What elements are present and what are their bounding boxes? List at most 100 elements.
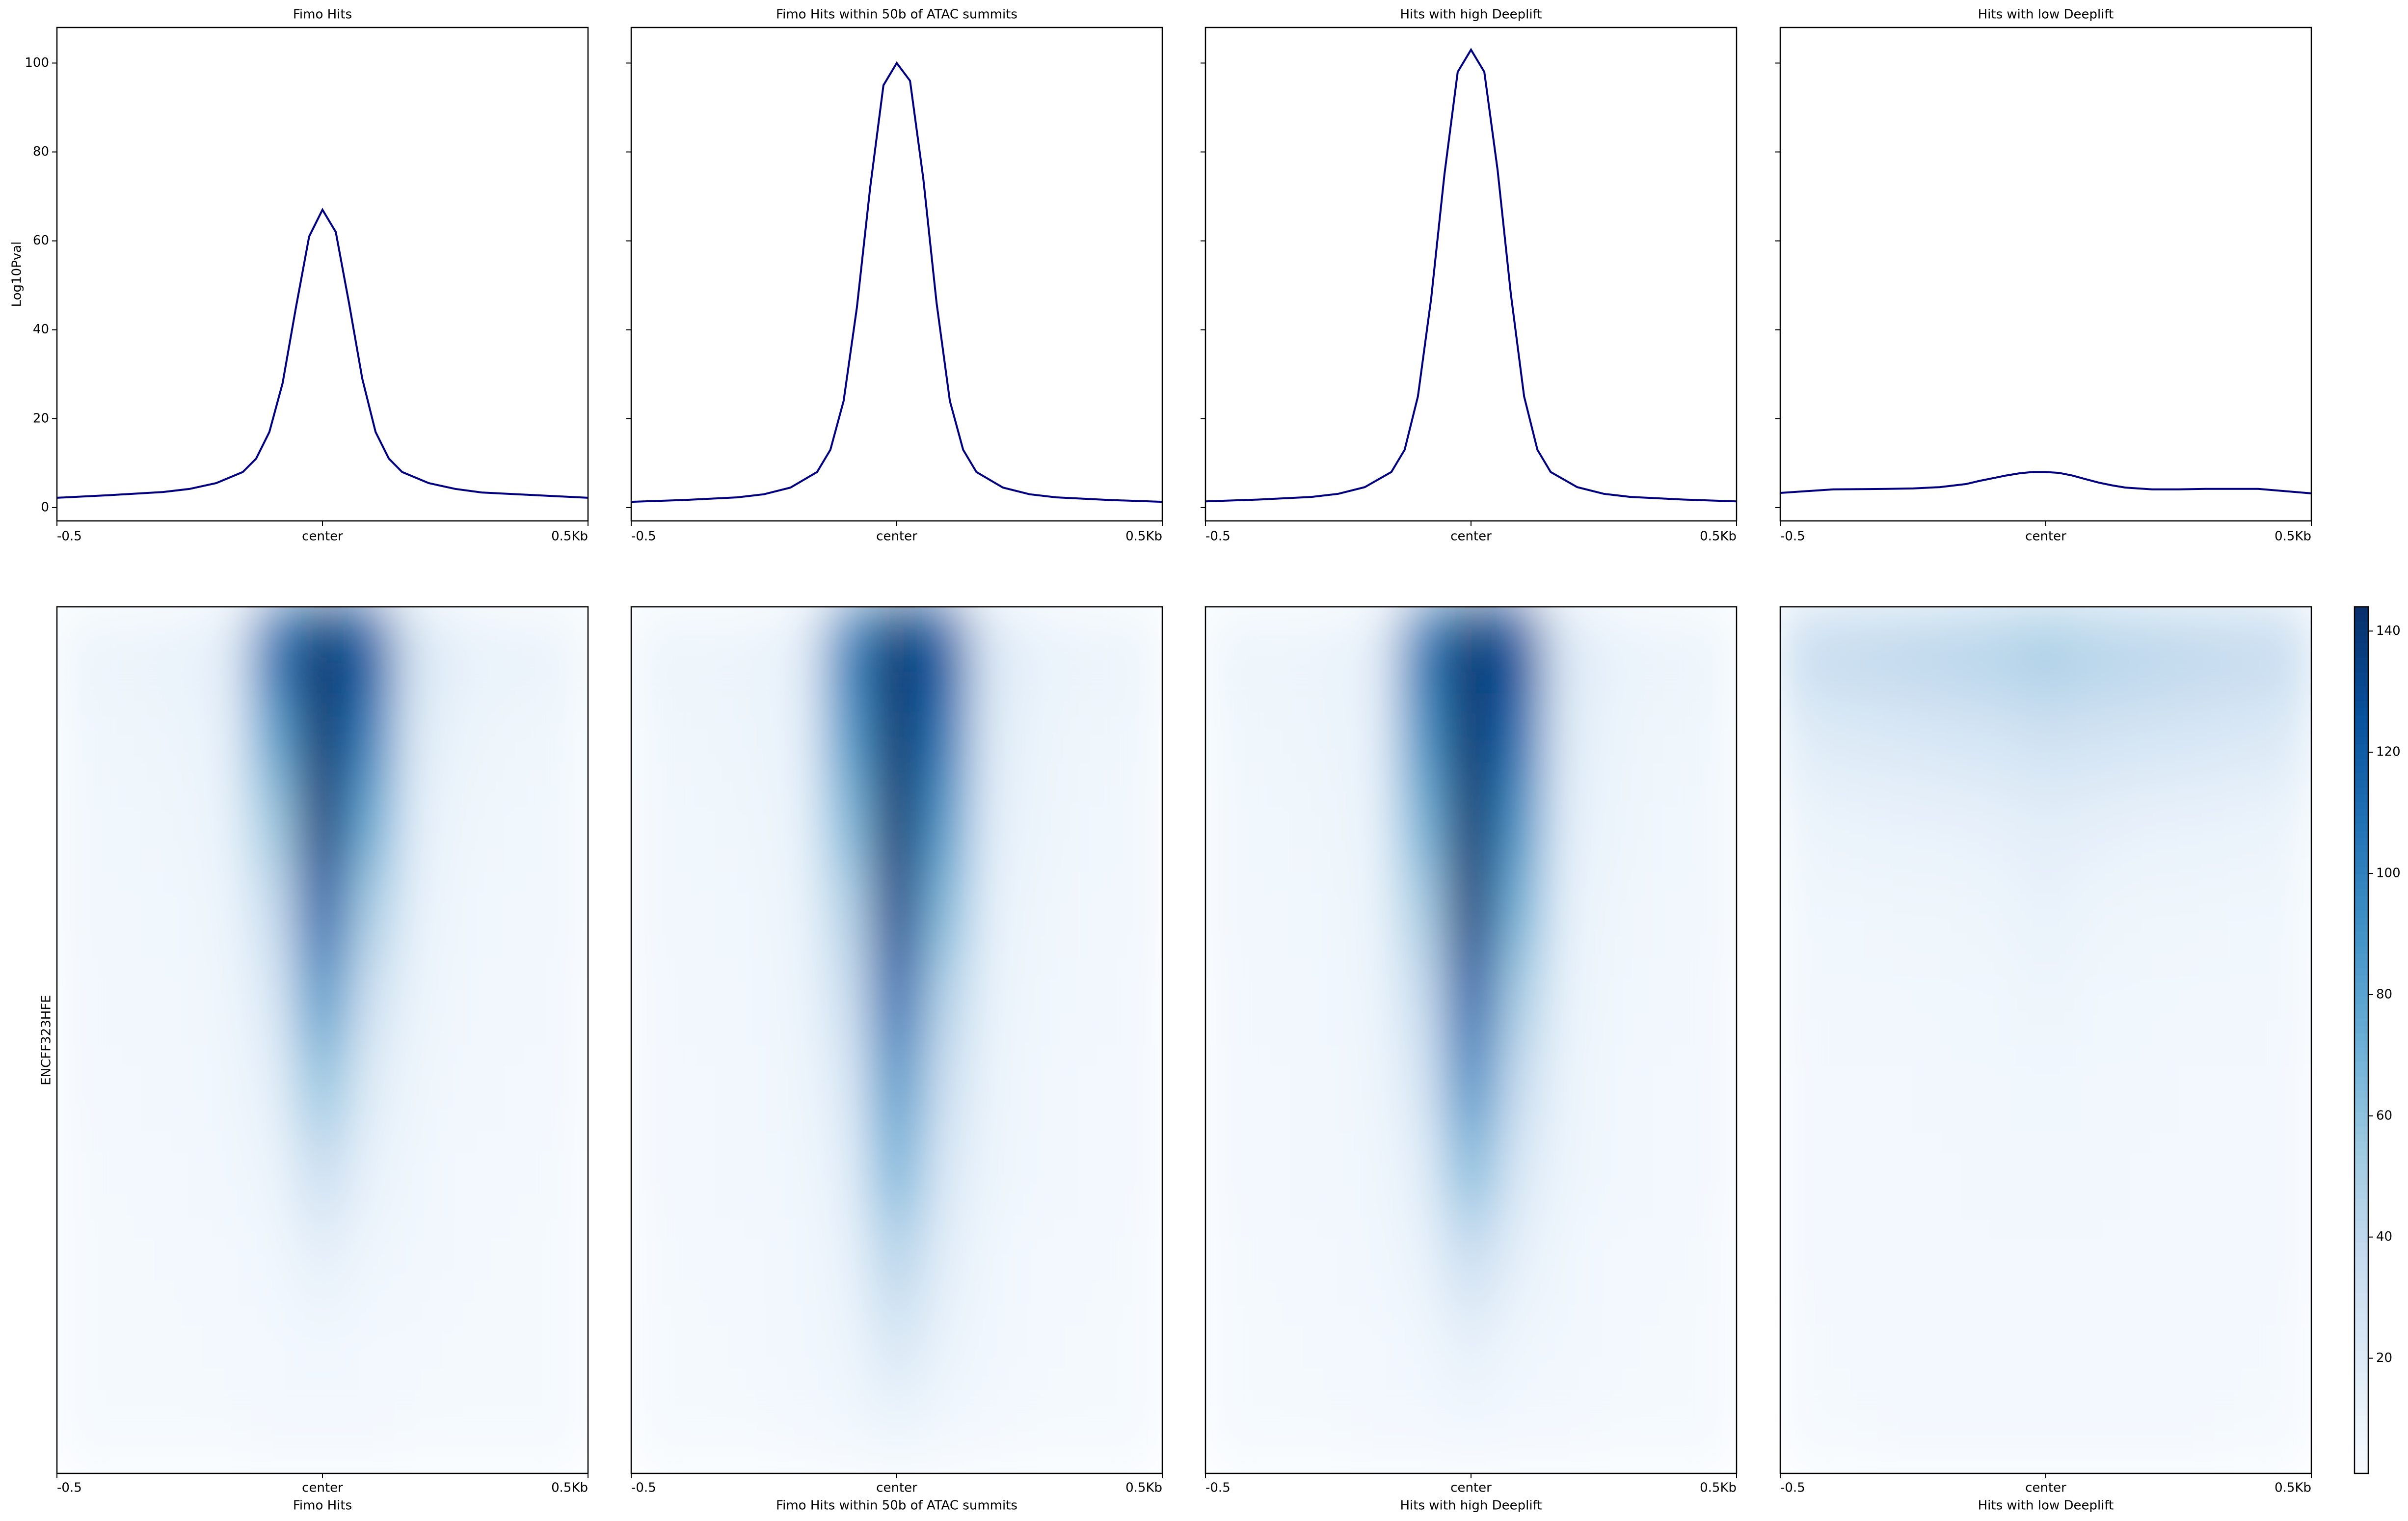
colorbar-step <box>2354 1026 2368 1033</box>
heatmap-cell <box>1640 780 1689 867</box>
heatmap-cell <box>631 607 680 694</box>
heatmap-cell <box>727 867 776 954</box>
colorbar-step <box>2354 1148 2368 1156</box>
heatmap-cell <box>2021 867 2070 954</box>
heatmap-cell <box>1205 1300 1254 1387</box>
heatmap-cell <box>631 1300 680 1387</box>
heatmap-cell <box>921 780 970 867</box>
heatmap-cell <box>824 953 873 1040</box>
colorbar-step <box>2354 931 2368 940</box>
heatmap-cell <box>1205 693 1254 781</box>
colorbar-tick-label: 140 <box>2376 624 2401 638</box>
heatmap-cell <box>2070 693 2119 781</box>
heatmap-cell <box>1640 1040 1689 1127</box>
heatmap-cell <box>1973 1300 2022 1387</box>
heatmap <box>1780 607 2311 1473</box>
heatmap-cell <box>1495 1127 1544 1214</box>
heatmap-cell <box>727 1386 776 1473</box>
colorbar-step <box>2354 1322 2368 1330</box>
heatmap-cell <box>2263 1213 2311 1301</box>
heatmap-cell <box>2070 1127 2119 1214</box>
x-tick-label: 0.5Kb <box>551 1481 588 1495</box>
heatmap-cell <box>1780 867 1829 954</box>
heatmap-cell <box>395 607 444 694</box>
heatmap-cell <box>298 1300 347 1387</box>
heatmap-cell <box>202 780 250 867</box>
plot-frame <box>1779 27 2312 522</box>
colorbar-step <box>2354 1163 2368 1170</box>
heatmap-cell <box>105 1300 154 1387</box>
heatmap-cell <box>395 1300 444 1387</box>
heatmap-cell <box>1066 1040 1115 1127</box>
x-axis-label: Fimo Hits within 50b of ATAC summits <box>776 1498 1017 1513</box>
heatmap-cell <box>1640 693 1689 781</box>
heatmap-cell <box>1017 780 1066 867</box>
heatmap-cell <box>1495 953 1544 1040</box>
heatmap-cell <box>1973 607 2022 694</box>
heatmap-cell <box>1828 607 1877 694</box>
heatmap-cell <box>2118 1127 2167 1214</box>
heatmap-cell <box>443 607 492 694</box>
heatmap-cell <box>872 780 921 867</box>
heatmap-cell <box>1876 607 1926 694</box>
x-tick-label: 0.5Kb <box>1700 529 1737 544</box>
heatmap-cell <box>2263 693 2311 781</box>
colorbar-step <box>2354 1430 2368 1438</box>
colorbar-step <box>2354 1415 2368 1423</box>
heatmap-cell <box>443 953 492 1040</box>
heatmap-cell <box>491 867 540 954</box>
colorbar-step <box>2354 758 2368 766</box>
heatmap-cell <box>1925 1040 1974 1127</box>
colorbar-step <box>2354 1314 2368 1322</box>
heatmap-cell <box>1876 693 1926 781</box>
heatmap-cell <box>1780 693 1829 781</box>
colorbar-step <box>2354 1090 2368 1098</box>
heatmap-cell <box>1205 607 1254 694</box>
y-tick-label: 0 <box>41 500 49 515</box>
heatmap-cell <box>2166 693 2215 781</box>
heatmap-cell <box>202 1386 250 1473</box>
heatmap-cell <box>2166 1127 2215 1214</box>
heatmap-cell <box>1017 867 1066 954</box>
heatmap-cell <box>2263 607 2311 694</box>
heatmap-cell <box>2166 867 2215 954</box>
heatmap-cell <box>1828 1300 1877 1387</box>
colorbar-step <box>2354 614 2368 622</box>
colorbar-step <box>2354 1061 2368 1069</box>
heatmap-cell <box>1114 1127 1162 1214</box>
heatmap-cell <box>872 1040 921 1127</box>
heatmap-cell <box>969 1213 1018 1301</box>
heatmap-cell <box>1254 693 1303 781</box>
heatmap-cell <box>824 1127 873 1214</box>
x-tick-label: -0.5 <box>57 529 82 544</box>
colorbar-step <box>2354 852 2368 860</box>
heatmap-cell <box>631 1040 680 1127</box>
heatmap-cell <box>1925 867 1974 954</box>
colorbar-step <box>2354 621 2368 629</box>
profile-line <box>56 208 589 499</box>
heatmap-cell <box>969 1300 1018 1387</box>
colorbar-step <box>2354 1451 2368 1460</box>
heatmap-cell <box>1446 1040 1496 1127</box>
heatmap-cell <box>2263 953 2311 1040</box>
colorbar-step <box>2354 1459 2368 1467</box>
heatmap-cell <box>491 607 540 694</box>
colorbar-step <box>2354 794 2368 802</box>
heatmap-cell <box>105 867 154 954</box>
heatmap-cell <box>1066 693 1115 781</box>
heatmap-cell <box>1543 1213 1592 1301</box>
heatmap-cell <box>57 867 106 954</box>
heatmap-cell <box>1828 1386 1877 1473</box>
colorbar-step <box>2354 1011 2368 1019</box>
colorbar-frame <box>2354 606 2369 1474</box>
heatmap-cell <box>105 1040 154 1127</box>
x-tick-label: center <box>1450 1481 1492 1495</box>
heatmap-cell <box>2263 1386 2311 1473</box>
heatmap-cell <box>250 780 299 867</box>
heatmap-cell <box>1591 1040 1640 1127</box>
heatmap-cell <box>1302 780 1351 867</box>
colorbar-tick-label: 40 <box>2376 1229 2392 1244</box>
heatmap-cell <box>1688 1300 1737 1387</box>
heatmap-cell <box>1876 1040 1926 1127</box>
heatmap-cell <box>1350 1386 1399 1473</box>
